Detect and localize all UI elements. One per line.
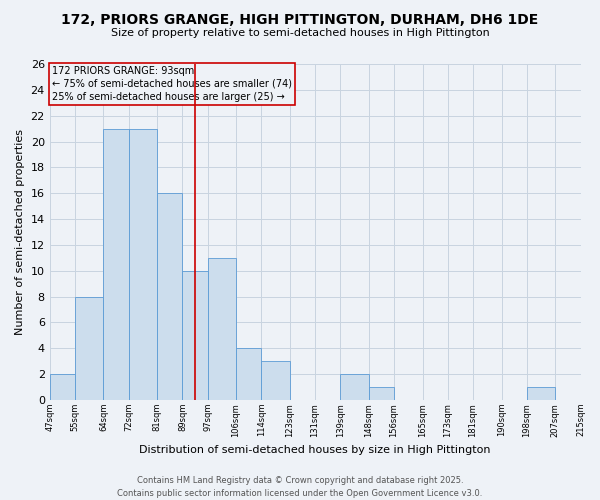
X-axis label: Distribution of semi-detached houses by size in High Pittington: Distribution of semi-detached houses by … (139, 445, 491, 455)
Bar (182, 271, 208, 400)
Text: Size of property relative to semi-detached houses in High Pittington: Size of property relative to semi-detach… (110, 28, 490, 38)
Bar (340, 374, 369, 400)
Bar (103, 128, 128, 400)
Text: 172 PRIORS GRANGE: 93sqm
← 75% of semi-detached houses are smaller (74)
25% of s: 172 PRIORS GRANGE: 93sqm ← 75% of semi-d… (52, 66, 292, 102)
Text: 172, PRIORS GRANGE, HIGH PITTINGTON, DURHAM, DH6 1DE: 172, PRIORS GRANGE, HIGH PITTINGTON, DUR… (61, 12, 539, 26)
Bar (369, 387, 394, 400)
Bar (236, 348, 262, 400)
Bar (527, 387, 555, 400)
Text: Contains HM Land Registry data © Crown copyright and database right 2025.
Contai: Contains HM Land Registry data © Crown c… (118, 476, 482, 498)
Bar (128, 128, 157, 400)
Bar (208, 258, 236, 400)
Y-axis label: Number of semi-detached properties: Number of semi-detached properties (15, 129, 25, 335)
Bar (262, 361, 290, 400)
Bar (75, 296, 103, 400)
Bar (50, 374, 75, 400)
Bar (157, 193, 182, 400)
